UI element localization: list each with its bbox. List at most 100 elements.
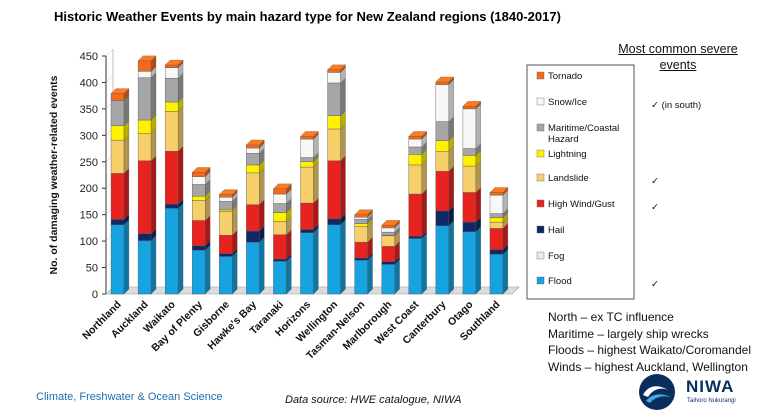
bar-segment-side bbox=[259, 167, 265, 205]
bar-segment bbox=[327, 128, 341, 161]
legend-annotation-header: Most common severe events bbox=[618, 42, 738, 72]
bar-segment bbox=[164, 111, 179, 152]
bar-top-face bbox=[300, 131, 319, 137]
bar-segment-side bbox=[394, 259, 400, 295]
bar-segment bbox=[192, 245, 206, 251]
bar-segment bbox=[435, 121, 450, 141]
bar-segment bbox=[489, 249, 504, 255]
notes-block: North – ex TC influence Maritime – large… bbox=[548, 309, 751, 375]
bar-segment bbox=[489, 213, 504, 219]
bar-segment bbox=[110, 100, 125, 127]
bar-segment-side bbox=[475, 103, 481, 149]
bar-segment-side bbox=[340, 155, 346, 220]
bar-segment bbox=[192, 249, 206, 295]
legend-swatch bbox=[536, 199, 545, 208]
bar-segment bbox=[462, 155, 477, 167]
bar-segment-side bbox=[475, 226, 481, 295]
bar-segment bbox=[462, 221, 477, 232]
bar-segment bbox=[354, 223, 368, 227]
check-mark-annotation: ✓ (in south) bbox=[651, 100, 701, 111]
bar-segment bbox=[381, 231, 395, 236]
bar-top-face bbox=[191, 167, 211, 173]
bar-segment bbox=[300, 232, 314, 295]
bar-segment bbox=[137, 160, 152, 234]
bar-segment bbox=[137, 77, 152, 121]
legend-box bbox=[526, 64, 635, 300]
y-tick-label: 100 bbox=[80, 236, 98, 248]
legend-label: Landslide bbox=[548, 173, 589, 184]
legend-swatch bbox=[536, 225, 545, 234]
bar-segment bbox=[408, 154, 422, 166]
bar-segment-side bbox=[421, 188, 427, 237]
bar-top-face bbox=[381, 220, 400, 226]
check-mark-annotation: ✓ bbox=[651, 202, 659, 213]
bar-segment bbox=[327, 72, 341, 84]
bar-segment bbox=[164, 208, 179, 295]
bar-segment-side bbox=[286, 229, 292, 260]
bar-segment bbox=[273, 212, 287, 222]
bar-segment bbox=[462, 165, 477, 193]
bar-segment-side bbox=[123, 134, 130, 174]
bar-segment bbox=[137, 133, 152, 161]
bar-segment bbox=[489, 194, 504, 214]
legend-swatch bbox=[536, 97, 545, 106]
bar-segment bbox=[137, 119, 152, 134]
bar-segment bbox=[164, 78, 179, 103]
bar-segment bbox=[300, 229, 314, 233]
bar-segment bbox=[435, 84, 450, 122]
bar-segment bbox=[246, 172, 260, 205]
bar-segment-side bbox=[340, 123, 346, 162]
bar-segment bbox=[354, 241, 368, 259]
bar-segment bbox=[435, 81, 450, 85]
bar-segment bbox=[137, 71, 152, 78]
legend-swatch bbox=[536, 123, 545, 132]
bar-segment bbox=[246, 230, 260, 243]
legend-label: Hazard bbox=[548, 134, 579, 145]
y-tick-label: 200 bbox=[80, 183, 98, 195]
bar-segment-side bbox=[259, 199, 265, 232]
legend-label: Lightning bbox=[548, 149, 587, 160]
bar-segment bbox=[462, 108, 477, 149]
bar-segment bbox=[219, 201, 233, 211]
note-line: Winds – highest Auckland, Wellington bbox=[548, 359, 748, 374]
bar-segment-side bbox=[286, 255, 292, 295]
bar-segment bbox=[246, 144, 260, 149]
bar-top-face bbox=[137, 55, 157, 61]
bar-segment-side bbox=[150, 235, 157, 295]
bar-segment bbox=[110, 224, 125, 295]
bar-segment bbox=[300, 166, 314, 204]
bar-segment bbox=[408, 146, 422, 155]
bar-segment bbox=[273, 193, 287, 204]
bar-segment bbox=[327, 69, 341, 73]
bar-segment bbox=[164, 203, 179, 209]
bar-segment-side bbox=[367, 254, 373, 295]
niwa-logo: NIWA Taihoro Nukurangi bbox=[636, 372, 756, 412]
bar-segment bbox=[219, 235, 233, 255]
bar-segment bbox=[164, 67, 179, 79]
bar-segment bbox=[192, 172, 206, 177]
bar-segment-side bbox=[150, 155, 157, 235]
bar-segment bbox=[164, 64, 179, 68]
bar-segment-side bbox=[123, 219, 130, 295]
legend-swatch bbox=[536, 276, 545, 285]
bar-segment-side bbox=[340, 219, 346, 295]
bar-segment bbox=[381, 246, 395, 262]
bar-segment bbox=[489, 217, 504, 223]
logo-name: NIWA bbox=[686, 377, 735, 396]
bar-segment-side bbox=[232, 251, 238, 295]
bar-segment bbox=[435, 140, 450, 152]
bar-segment bbox=[300, 138, 314, 158]
chart-title: Historic Weather Events by main hazard t… bbox=[54, 9, 561, 24]
y-tick-label: 50 bbox=[86, 263, 98, 275]
bar-segment bbox=[354, 259, 368, 295]
bar-segment bbox=[489, 228, 504, 250]
y-tick-label: 450 bbox=[80, 51, 98, 63]
legend-swatch bbox=[536, 251, 545, 260]
y-tick-label: 350 bbox=[80, 104, 98, 116]
bar-segment bbox=[435, 225, 450, 295]
bar-segment-side bbox=[150, 127, 157, 162]
bar-segment bbox=[110, 219, 125, 225]
bar-segment bbox=[110, 93, 125, 101]
bar-segment-side bbox=[502, 249, 509, 295]
bar-segment bbox=[462, 148, 477, 156]
